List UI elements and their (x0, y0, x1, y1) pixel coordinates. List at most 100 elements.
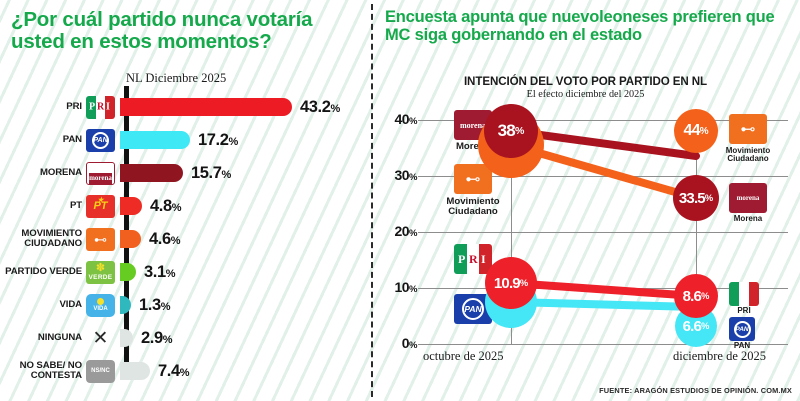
bar-value-verde: 3.1% (144, 262, 176, 281)
pri-letter-p: P (89, 101, 96, 113)
xaxis-label-december: diciembre de 2025 (673, 349, 767, 363)
bar-row-pt: PT ★ PT 4.8% (0, 191, 371, 221)
bar-track-mc: 4.6% (120, 224, 371, 254)
node-mc-december: 44% (674, 109, 718, 153)
pri-letter-i-left: I (481, 251, 486, 266)
bar-label-nsnc: NO SABE/ NO CONTESTA (19, 359, 82, 381)
bar-row-nsnc: NO SABE/ NO CONTESTA NS/NC 7.4% (0, 356, 371, 386)
bar-label-verde: PARTIDO VERDE (5, 265, 82, 277)
pri-logo-icon-left: P R I (454, 244, 492, 274)
ytick-0: 0% (401, 335, 418, 351)
right-panel: Encuesta apunta que nuevoleoneses prefie… (371, 0, 800, 401)
mc-wing-icon: ⊷ (94, 231, 107, 247)
vida-dot-icon (97, 298, 104, 305)
mc-logo-icon-right: ⊷ (729, 114, 767, 144)
caption-mc-right: Movimiento Ciudadano (725, 146, 771, 164)
gridline-20 (418, 232, 788, 233)
gridline-30 (418, 176, 788, 177)
bar-fill-nsnc (120, 362, 150, 380)
node-morena-october: 38% (484, 104, 538, 158)
bar-fill-morena (120, 164, 183, 182)
pan-logo-text-right: PAN (733, 320, 751, 338)
bar-fill-ninguna (120, 329, 133, 347)
gridline-0 (418, 344, 788, 345)
ytick-20: 20% (394, 223, 417, 239)
left-headline: ¿Por cuál partido nunca votaría usted en… (11, 8, 313, 53)
bar-track-pan: 17.2% (120, 125, 371, 155)
pt-star-icon: ★ (97, 196, 104, 204)
bar-label-ninguna: NINGUNA (37, 331, 82, 343)
caption-pri-right: PRI (737, 306, 751, 315)
ytick-30: 30% (394, 167, 417, 183)
caption-morena-left: Morena (455, 141, 491, 152)
bar-track-ninguna: 2.9% (120, 323, 371, 353)
bar-row-mc: MOVIMIENTO CIUDADANO ⊷ 4.6% (0, 224, 371, 254)
bar-label-vida: VIDA (59, 298, 82, 310)
nsnc-logo-text: NS/NC (91, 368, 110, 374)
bar-value-nsnc: 7.4% (158, 361, 190, 380)
bar-value-pan: 17.2% (198, 130, 238, 149)
morena-logo-icon-right: morena (729, 183, 767, 213)
pan-logo-text-left: PAN (462, 298, 484, 320)
bar-track-verde: 3.1% (120, 257, 371, 287)
vida-logo-icon: VIDA (86, 293, 115, 317)
bar-fill-verde (120, 263, 136, 281)
bar-row-morena: MORENA morena 15.7% (0, 158, 371, 188)
bar-row-pan: PAN PAN 17.2% (0, 125, 371, 155)
verde-logo-icon: ✽ VERDE (86, 260, 115, 284)
series-line-pri (507, 279, 700, 300)
left-chart-label: NL Diciembre 2025 (126, 71, 227, 85)
bar-track-vida: 1.3% (120, 290, 371, 320)
bar-track-pt: 4.8% (120, 191, 371, 221)
morena-logo-icon: morena (86, 161, 115, 185)
node-pri-december: 8.6% (674, 274, 718, 318)
vida-logo-text: VIDA (93, 306, 108, 312)
bar-value-morena: 15.7% (191, 163, 231, 182)
line-chart-title: INTENCIÓN DEL VOTO POR PARTIDO EN NL (463, 75, 708, 88)
bar-value-ninguna: 2.9% (141, 328, 173, 347)
right-headline: Encuesta apunta que nuevoleoneses prefie… (385, 8, 775, 44)
node-morena-december: 33.5% (673, 175, 719, 221)
nsnc-logo-icon: NS/NC (86, 359, 115, 383)
bar-track-morena: 15.7% (120, 158, 371, 188)
mc-logo-icon: ⊷ (86, 227, 115, 251)
pri-letter-r: R (97, 101, 105, 113)
bar-track-pri: 43.2% (120, 92, 371, 122)
series-line-pan (507, 298, 700, 311)
morena-logo-text: morena (89, 172, 112, 184)
bar-fill-vida (120, 296, 131, 314)
mc-logo-icon-left: ⊷ (454, 164, 492, 194)
bar-value-mc: 4.6% (149, 229, 181, 248)
bar-fill-pri (120, 98, 292, 116)
bar-value-pt: 4.8% (150, 196, 182, 215)
caption-mc-left: Movimiento Ciudadano (446, 196, 500, 218)
pri-letter-i: I (106, 101, 110, 113)
node-pri-october: 10.9% (485, 257, 537, 309)
x-icon: ✕ (86, 327, 115, 350)
pan-logo-text: PAN (92, 131, 109, 149)
xtick-october (511, 120, 512, 344)
pan-logo-icon-right: PAN (729, 317, 755, 341)
pt-logo-text: PT (93, 200, 108, 212)
mc-wing-icon-left: ⊷ (465, 170, 481, 188)
caption-pan-right: PAN (733, 341, 751, 350)
bar-fill-pan (120, 131, 190, 149)
bar-row-ninguna: NINGUNA ✕ 2.9% (0, 323, 371, 353)
source-note: FUENTE: ARAGÓN ESTUDIOS DE OPINIÓN. COM.… (599, 386, 792, 395)
bar-fill-pt (120, 197, 142, 215)
morena-logo-text-left: morena (459, 120, 487, 130)
bar-row-verde: PARTIDO VERDE ✽ VERDE 3.1% (0, 257, 371, 287)
pan-logo-icon: PAN (86, 128, 115, 152)
bar-fill-mc (120, 230, 141, 248)
bar-label-pt: PT (69, 199, 82, 211)
caption-morena-right: Morena (733, 214, 763, 223)
line-chart-subtitle: El efecto diciembre del 2025 (526, 89, 645, 100)
bar-label-pri: PRI (66, 100, 82, 112)
morena-logo-text-right: morena (736, 194, 760, 202)
pri-letter-r-left: R (469, 251, 478, 266)
bar-track-nsnc: 7.4% (120, 356, 371, 386)
bar-row-pri: PRI P R I 43.2% (0, 92, 371, 122)
xaxis-label-october: octubre de 2025 (423, 349, 504, 363)
bar-label-morena: MORENA (39, 166, 82, 178)
ytick-10: 10% (394, 279, 417, 295)
